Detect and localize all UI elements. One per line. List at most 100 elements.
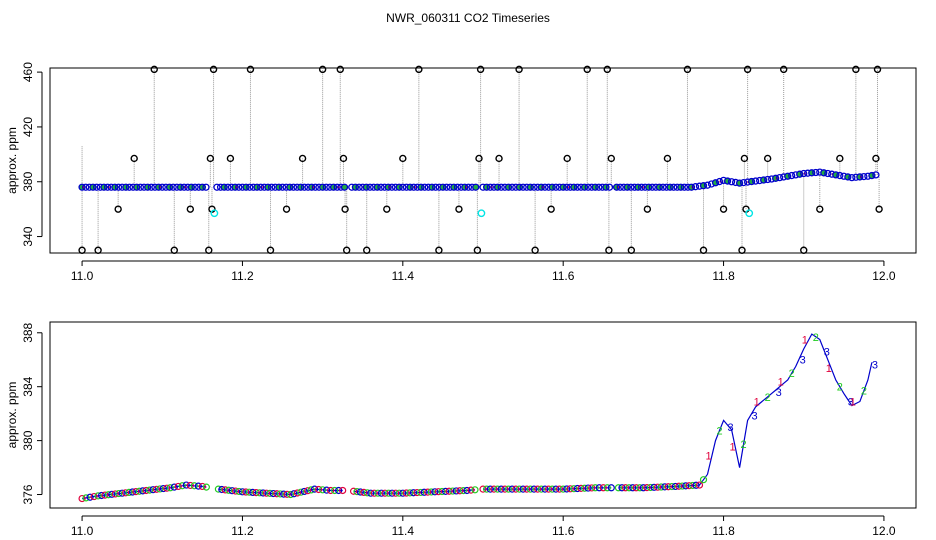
data-point	[555, 485, 564, 493]
outlier-point	[873, 65, 882, 74]
data-point	[552, 485, 560, 493]
top-x-axis: 11.0 11.2 11.4 11.6 11.8 12.0	[71, 260, 896, 283]
data-point	[515, 485, 524, 493]
data-point	[541, 183, 549, 191]
outlier-point	[209, 65, 218, 74]
top-x-tick-label: 11.0	[71, 269, 94, 283]
series-marker-label: 3	[728, 422, 734, 434]
series-marker-label: 2	[813, 332, 819, 344]
data-point	[90, 492, 98, 501]
data-point	[614, 484, 623, 492]
data-point	[577, 484, 585, 492]
outlier-point	[515, 65, 523, 74]
outlier-point	[114, 205, 122, 213]
data-point	[191, 183, 199, 191]
data-point	[409, 489, 418, 497]
data-point	[727, 178, 736, 186]
data-point	[289, 183, 298, 191]
bottom-x-tick-label: 11.0	[71, 524, 94, 538]
data-point	[627, 183, 635, 191]
data-point	[449, 487, 457, 495]
data-point	[158, 183, 166, 191]
data-point	[149, 486, 157, 494]
series-marker-label: 3	[824, 347, 830, 359]
data-point	[262, 489, 271, 497]
outlier-point	[852, 65, 860, 74]
data-point	[297, 488, 305, 496]
data-point	[114, 183, 123, 191]
data-point	[146, 486, 154, 494]
data-point	[599, 484, 607, 492]
outlier-point	[298, 154, 307, 163]
data-point	[486, 183, 494, 191]
data-point	[519, 485, 527, 493]
data-point	[824, 169, 832, 178]
data-point	[438, 487, 446, 496]
outlier-point	[475, 154, 483, 163]
flagged-point	[745, 209, 754, 218]
outlier-point	[336, 65, 344, 74]
data-point	[370, 489, 378, 497]
data-point	[93, 183, 101, 191]
data-point	[751, 177, 760, 185]
data-point	[459, 487, 467, 495]
data-point	[319, 486, 327, 494]
data-point	[563, 485, 571, 493]
data-point	[413, 488, 421, 497]
outlier-point	[476, 65, 485, 74]
data-point	[180, 183, 188, 191]
data-point	[101, 491, 109, 499]
top-y-axis: 340 380 420 460	[21, 62, 43, 247]
top-y-axis-label: approx. ppm	[5, 127, 19, 194]
data-point	[331, 486, 339, 495]
top-y-tick-label: 380	[21, 171, 35, 191]
data-point	[675, 482, 683, 490]
data-point	[442, 183, 451, 191]
data-point	[103, 183, 112, 191]
data-point	[812, 168, 820, 177]
data-point	[452, 487, 460, 495]
data-point	[471, 486, 479, 494]
top-x-tick-label: 11.4	[392, 269, 415, 283]
data-point	[186, 481, 194, 490]
bottom-x-tick-label: 11.8	[712, 524, 735, 538]
series-marker-label: 1	[730, 442, 736, 454]
data-point	[225, 486, 233, 494]
data-point	[235, 183, 243, 191]
data-point	[467, 486, 475, 494]
outlier-point	[779, 65, 788, 74]
data-point	[252, 488, 260, 497]
data-point	[530, 183, 538, 191]
top-x-tick-label: 11.8	[712, 269, 735, 283]
data-point	[406, 489, 414, 497]
data-point	[363, 489, 371, 497]
data-point	[135, 487, 143, 495]
outlier-point	[740, 154, 749, 163]
data-point	[228, 487, 236, 495]
bottom-x-tick-label: 11.2	[231, 524, 254, 538]
outlier-point	[563, 154, 571, 163]
data-point	[691, 183, 700, 191]
data-point	[595, 183, 603, 191]
data-point	[497, 183, 505, 191]
data-point	[580, 484, 589, 492]
series-marker-label: 2	[789, 368, 795, 380]
data-point	[497, 485, 505, 493]
outlier-point	[875, 205, 883, 213]
data-point	[300, 183, 309, 191]
data-point	[431, 183, 440, 191]
top-plot-area	[78, 65, 883, 254]
data-point	[680, 183, 689, 191]
data-point	[512, 485, 520, 493]
data-point	[266, 489, 274, 497]
data-point	[147, 183, 155, 191]
data-point	[678, 482, 686, 490]
series-marker-label: 3	[800, 355, 806, 367]
data-point	[300, 487, 308, 496]
data-point	[692, 481, 700, 489]
outlier-point	[872, 154, 880, 163]
data-point	[434, 488, 443, 496]
data-point	[636, 484, 644, 492]
